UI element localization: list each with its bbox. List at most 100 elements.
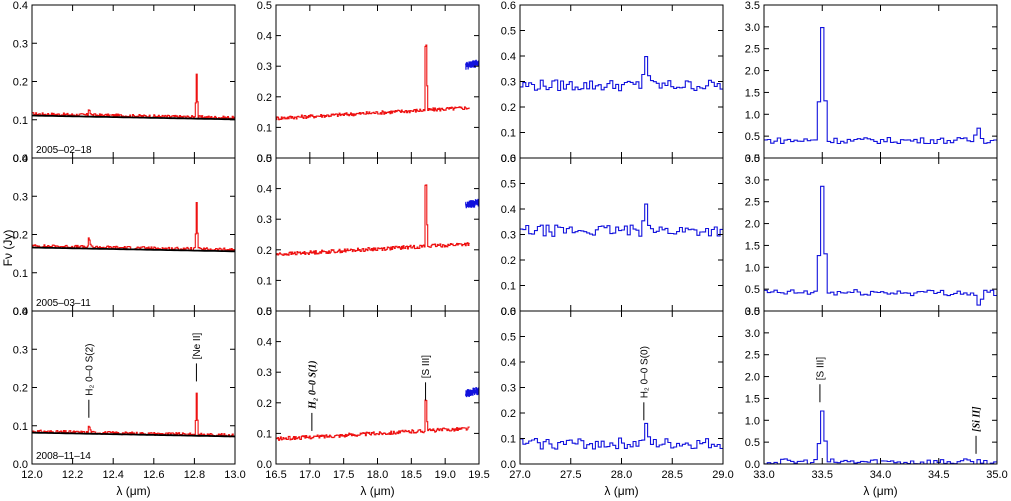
y-tick-label: 0.1 [257, 275, 272, 287]
y-tick-label: 2.5 [745, 197, 760, 209]
y-tick-label: 0.5 [257, 0, 272, 12]
panel-frame [763, 4, 998, 159]
series-long-c2-r2 [520, 422, 723, 450]
x-tick-label: 17.5 [333, 469, 354, 481]
observation-date: 2005–02–18 [36, 145, 92, 156]
y-tick-label: 0.0 [13, 459, 28, 471]
panel-frame [31, 4, 236, 159]
panel-frame [519, 157, 724, 312]
y-tick-label: 0.2 [257, 245, 272, 257]
series-model-c0-r0 [32, 114, 235, 121]
y-axis-label: Fν (Jy) [1, 230, 15, 267]
panel-c1-r1: 0.0 0.1 0.2 0.3 0.4 0.5 [257, 153, 480, 318]
y-tick-label: 0.4 [13, 153, 28, 165]
panel-frame [763, 310, 998, 465]
y-tick-label: 2.0 [745, 66, 760, 78]
y-tick-label: 0.3 [13, 344, 28, 356]
y-tick-label: 0.0 [745, 459, 760, 471]
y-tick-label: 3.0 [745, 328, 760, 340]
y-tick-label: 0.0 [501, 153, 516, 165]
y-tick-label: 0.1 [257, 428, 272, 440]
y-tick-label: 0.2 [13, 383, 28, 395]
x-tick-label: 28.5 [662, 469, 683, 481]
y-tick-label: 0.3 [501, 77, 516, 89]
y-tick-label: 1.5 [745, 393, 760, 405]
x-tick-label: 28.0 [611, 469, 632, 481]
panel-c1-r2: 0.0 0.1 0.2 0.3 0.4 0.5 16.5 17.0 17.5 18.0 18.5 19… [257, 306, 490, 481]
x-tick-label: 34.0 [870, 469, 891, 481]
y-tick-label: 0.5 [745, 437, 760, 449]
y-tick-label: 2.0 [745, 219, 760, 231]
y-tick-label: 0.1 [13, 115, 28, 127]
y-tick-label: 0.5 [257, 153, 272, 165]
x-tick-label: 12.6 [143, 469, 164, 481]
y-tick-label: 1.5 [745, 240, 760, 252]
panel-c3-r2: 0.0 0.5 1.0 1.5 2.0 2.5 3.0 3.5 33.0 33.5 34.0 34.5… [745, 306, 1008, 481]
y-tick-label: 0.0 [257, 459, 272, 471]
y-tick-label: 0.0 [745, 306, 760, 318]
series-short-c0-r2 [32, 392, 235, 438]
panel-c2-r1: 0.0 0.1 0.2 0.3 0.4 0.5 0.6 [501, 153, 724, 318]
y-tick-label: 0.1 [13, 268, 28, 280]
line-label: H₂ 0–0 S(2) [84, 344, 95, 396]
line-label: [S III] [815, 357, 826, 381]
y-tick-label: 0.4 [501, 204, 516, 216]
y-tick-label: 0.2 [13, 77, 28, 89]
x-tick-label: 19.0 [434, 469, 455, 481]
y-tick-label: 0.4 [257, 337, 272, 349]
panel-frame [275, 157, 480, 312]
x-tick-label: 35.0 [986, 469, 1007, 481]
panel-c0-r1: 0.0 0.1 0.2 0.3 0.4 2005–03–11 [13, 153, 236, 318]
series-short-c1-r0 [276, 44, 470, 121]
observation-date: 2008–11–14 [36, 451, 91, 462]
panel-frame [519, 4, 724, 159]
x-tick-label: 27.5 [560, 469, 581, 481]
line-label: H₂ 0–0 S(0) [639, 346, 650, 398]
panel-c1-r0: 0.0 0.1 0.2 0.3 0.4 0.5 [257, 0, 480, 165]
y-tick-label: 0.2 [501, 102, 516, 114]
line-label: H₂ 0–0 S(1) [307, 360, 318, 410]
series-model-c0-r1 [32, 246, 235, 253]
y-tick-label: 0.4 [501, 357, 516, 369]
y-tick-label: 1.0 [745, 262, 760, 274]
x-tick-label: 34.5 [928, 469, 949, 481]
y-tick-label: 0.2 [257, 92, 272, 104]
y-tick-label: 0.3 [501, 230, 516, 242]
series-long-c1-r1 [465, 198, 479, 209]
y-tick-label: 0.2 [13, 230, 28, 242]
y-tick-label: 0.0 [13, 306, 28, 318]
y-tick-label: 1.0 [745, 109, 760, 121]
y-tick-label: 0.1 [501, 281, 516, 293]
series-long-c2-r0 [520, 56, 723, 92]
y-tick-label: 0.4 [257, 31, 272, 43]
panel-frame [31, 310, 236, 465]
y-tick-label: 0.5 [745, 284, 760, 296]
y-tick-label: 0.0 [13, 153, 28, 165]
panel-c2-r0: 0.0 0.1 0.2 0.3 0.4 0.5 0.6 [501, 0, 724, 165]
x-tick-label: 12.4 [102, 469, 123, 481]
x-tick-label: 27.0 [509, 469, 530, 481]
y-tick-label: 3.5 [745, 306, 760, 318]
y-tick-label: 0.5 [501, 179, 516, 191]
line-label: [Si II] [972, 406, 983, 432]
y-tick-label: 0.2 [257, 398, 272, 410]
y-tick-label: 0.6 [501, 0, 516, 12]
y-tick-label: 0.1 [257, 122, 272, 134]
line-label: [S III] [421, 355, 432, 379]
y-tick-label: 0.4 [13, 0, 28, 12]
x-axis-label: λ (μm) [116, 484, 150, 498]
y-tick-label: 0.5 [501, 332, 516, 344]
y-tick-label: 0.1 [13, 421, 28, 433]
series-short-c0-r1 [32, 201, 235, 252]
series-long-c2-r1 [520, 203, 723, 237]
panel-c3-r1: 0.0 0.5 1.0 1.5 2.0 2.5 3.0 3.5 [745, 153, 998, 318]
y-tick-label: 0.1 [501, 434, 516, 446]
panel-c2-r2: 0.0 0.1 0.2 0.3 0.4 0.5 0.6 27.0 27.5 28.0 28.5 29.… [501, 306, 734, 481]
y-tick-label: 0.6 [501, 306, 516, 318]
y-tick-label: 2.5 [745, 44, 760, 56]
y-tick-label: 2.0 [745, 372, 760, 384]
series-short-c1-r2 [276, 399, 470, 441]
y-tick-label: 0.4 [13, 306, 28, 318]
panel-c0-r2: 0.0 0.1 0.2 0.3 0.4 12.0 12.2 12.4 12.6 12.8 13.0 2… [13, 306, 246, 481]
